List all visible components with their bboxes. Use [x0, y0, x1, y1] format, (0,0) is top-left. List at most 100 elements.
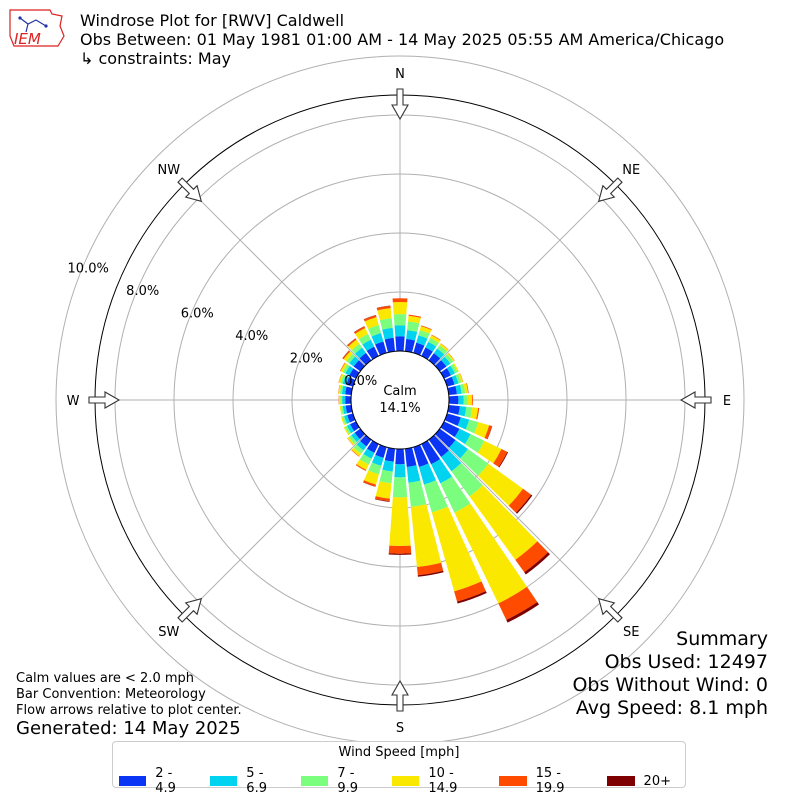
bar-280-bin-0 [345, 386, 353, 396]
bar-290-bin-1 [342, 375, 350, 385]
bar-320-bin-4 [347, 338, 357, 347]
bar-310-bin-5 [342, 350, 350, 359]
bar-110-bin-2 [465, 419, 479, 434]
bar-210-bin-2 [359, 453, 372, 465]
logo-text: IEM [14, 30, 41, 48]
bar-210-bin-0 [366, 440, 379, 453]
grid-spoke [183, 183, 366, 366]
bar-270-bin-3 [338, 395, 341, 405]
bar-230-bin-2 [348, 435, 357, 445]
bar-300-bin-2 [342, 364, 350, 374]
bar-150-bin-3 [454, 503, 528, 604]
bar-310-bin-2 [346, 353, 356, 364]
bar-340-bin-0 [375, 341, 387, 356]
bar-70-bin-4 [459, 373, 464, 383]
bar-260-bin-3 [339, 405, 343, 415]
title-line-2: Obs Between: 01 May 1981 01:00 AM - 14 M… [80, 30, 725, 49]
bar-220-bin-4 [351, 449, 360, 457]
bar-250-bin-2 [342, 415, 347, 425]
bar-120-bin-0 [440, 421, 460, 438]
bar-190-bin-1 [382, 460, 394, 472]
bar-200-bin-0 [375, 444, 387, 458]
compass-label-ne: NE [622, 163, 640, 178]
bar-90-bin-4 [471, 394, 473, 406]
calm-value: 14.1% [379, 401, 420, 416]
bar-120-bin-1 [454, 428, 471, 445]
legend-item-2: 7 - 9.9 [301, 766, 378, 796]
bar-120-bin-5 [498, 451, 509, 468]
bar-100-bin-3 [470, 407, 479, 420]
bar-210-bin-4 [355, 464, 367, 471]
bar-280-bin-4 [338, 384, 340, 394]
chart-overlay: Calm 14.1%0.0% 2.0% 4.0% 6.0% 8.0% 10.0% N NE E SE… [67, 67, 732, 736]
bar-60-bin-2 [450, 364, 458, 374]
compass-label-nw: NW [157, 163, 180, 178]
flow-arrow-icon [597, 177, 623, 203]
flow-arrow-icon [177, 597, 203, 623]
bar-320-bin-5 [346, 338, 356, 346]
bar-30-bin-0 [421, 347, 433, 360]
bar-190-bin-0 [384, 447, 396, 462]
bar-240-bin-1 [346, 424, 355, 434]
bar-20-bin-4 [420, 325, 432, 331]
bar-0-bin-1 [394, 325, 406, 337]
radial-tick-label: 4.0% [235, 329, 268, 344]
legend-label: 10 - 14.9 [428, 766, 458, 796]
radial-tick-label: 6.0% [181, 307, 214, 322]
bar-180-bin-0 [395, 448, 405, 465]
bar-160-bin-3 [431, 506, 482, 592]
bar-160-bin-1 [418, 463, 437, 485]
bar-10-bin-4 [408, 314, 422, 318]
bar-300-bin-4 [339, 362, 346, 372]
legend-item-4: 15 - 19.9 [499, 766, 592, 796]
bar-160-bin-4 [454, 581, 486, 602]
bar-150-bin-0 [421, 440, 441, 465]
bar-50-bin-1 [441, 356, 451, 367]
legend-item-5: 20+ [606, 766, 671, 796]
bar-160-bin-0 [413, 444, 429, 468]
bar-60-bin-3 [452, 363, 459, 373]
bar-300-bin-3 [340, 362, 348, 373]
bar-30-bin-1 [425, 341, 437, 352]
bar-130-bin-3 [478, 463, 524, 506]
iem-logo: IEM [9, 9, 65, 48]
bar-170-bin-3 [410, 504, 442, 568]
bar-120-bin-3 [477, 440, 502, 464]
bar-320-bin-2 [351, 343, 363, 354]
bar-140-bin-0 [428, 435, 449, 457]
bar-180-bin-3 [389, 497, 411, 547]
bar-180-bin-1 [394, 464, 406, 478]
bar-340-bin-4 [363, 315, 377, 322]
bar-30-bin-4 [431, 334, 441, 341]
bar-330-bin-2 [358, 333, 371, 345]
bar-80-bin-4 [466, 383, 469, 394]
flow-arrow-icon [391, 679, 409, 712]
bar-350-bin-4 [376, 305, 391, 311]
bar-170-bin-5 [417, 570, 444, 577]
title-line-3: ↳ constraints: May [80, 49, 231, 68]
bar-50-bin-3 [447, 353, 455, 362]
legend-swatch [499, 776, 527, 786]
legend-label: 15 - 19.9 [535, 766, 565, 796]
bar-150-bin-2 [440, 476, 471, 513]
bar-130-bin-2 [460, 449, 489, 476]
legend: Wind Speed [mph] 2 - 4.9 5 - 6.9 7 - 9.9 10… [112, 741, 686, 796]
windrose-bars [338, 298, 550, 623]
grid-spoke [434, 434, 617, 617]
bar-80-bin-1 [455, 384, 462, 395]
bar-90-bin-3 [467, 394, 473, 406]
bar-330-bin-1 [362, 339, 375, 351]
bar-230-bin-1 [351, 432, 360, 442]
compass-label-n: N [395, 67, 405, 82]
bar-310-bin-3 [343, 351, 353, 362]
bar-40-bin-2 [437, 345, 448, 355]
bar-300-bin-1 [345, 365, 354, 376]
flow-arrow-icon [177, 177, 203, 203]
bar-210-bin-1 [363, 448, 375, 459]
flow-arrow-icon [391, 88, 409, 121]
bar-180-bin-2 [392, 477, 408, 498]
bar-130-bin-5 [515, 494, 533, 514]
bar-180-bin-4 [388, 545, 412, 554]
radial-tick-label: 0.0% [344, 374, 377, 389]
